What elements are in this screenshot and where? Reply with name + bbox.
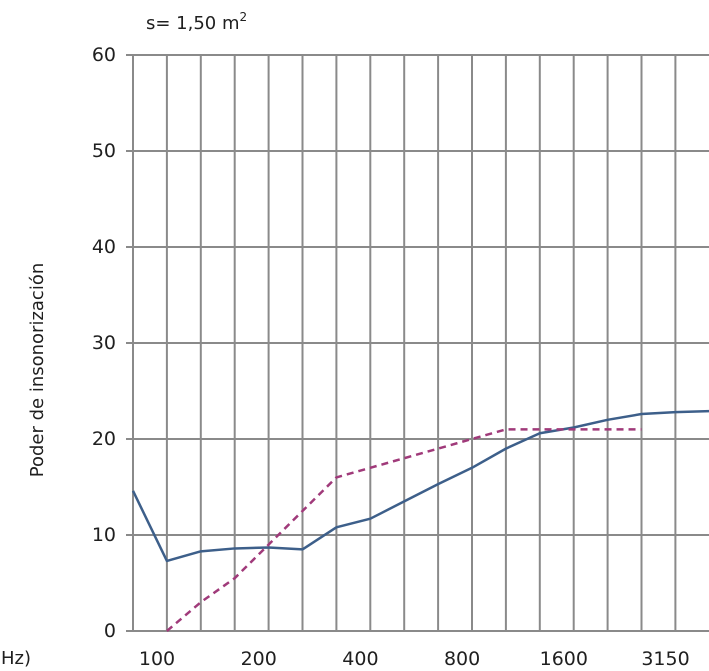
series-line-solid <box>131 409 709 563</box>
y-tick-labels: 0 10 20 30 40 50 60 <box>92 44 116 642</box>
x-tick-400: 400 <box>342 648 378 670</box>
area-label-text: s= 1,50 m <box>146 13 240 34</box>
x-axis-unit: (Hz) <box>0 648 31 669</box>
x-tick-3150: 3150 <box>641 648 689 670</box>
area-label-superscript: 2 <box>240 10 248 24</box>
area-label: s= 1,50 m2 <box>146 10 247 34</box>
y-tick-50: 50 <box>92 140 116 162</box>
x-tick-labels: 100 200 400 800 1600 3150 <box>139 648 690 670</box>
y-tick-40: 40 <box>92 236 116 258</box>
y-tick-60: 60 <box>92 44 116 66</box>
y-tick-20: 20 <box>92 428 116 450</box>
grid <box>126 54 709 632</box>
y-tick-30: 30 <box>92 332 116 354</box>
y-tick-0: 0 <box>104 620 116 642</box>
x-tick-800: 800 <box>444 648 480 670</box>
series-line-dashed <box>166 428 642 632</box>
x-tick-1600: 1600 <box>540 648 588 670</box>
x-tick-100: 100 <box>139 648 175 670</box>
y-axis-label: Poder de insonorización <box>27 263 48 478</box>
y-tick-10: 10 <box>92 524 116 546</box>
x-tick-200: 200 <box>241 648 277 670</box>
series-lines <box>131 409 709 632</box>
